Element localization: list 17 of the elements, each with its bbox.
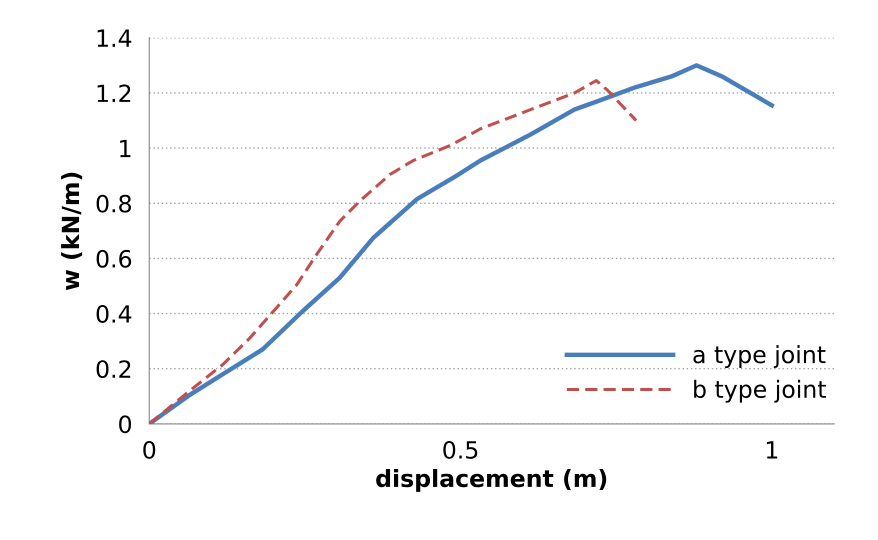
y-tick-label: 1.2 [98,84,130,102]
x-tick-label: 1 [766,441,778,459]
y-axis-title: w (kN/m) [61,172,82,290]
y-tick-label: 1 [120,140,130,158]
x-axis-title: displacement (m) [376,468,606,492]
x-tick-label: 0 [143,440,156,459]
y-tick-label: 0.2 [96,360,130,378]
y-tick-label: 1.4 [98,30,132,47]
legend-label: b type joint [694,380,826,403]
y-tick-label: 0.6 [96,250,132,268]
y-tick-label: 0 [119,415,132,434]
line-series [149,63,774,424]
y-tick-label: 0.4 [96,305,132,323]
y-tick-label: 0.8 [96,194,131,213]
legend-label: a type joint [693,345,826,368]
x-tick-label: 0.5 [443,440,478,459]
line-series [149,79,638,424]
